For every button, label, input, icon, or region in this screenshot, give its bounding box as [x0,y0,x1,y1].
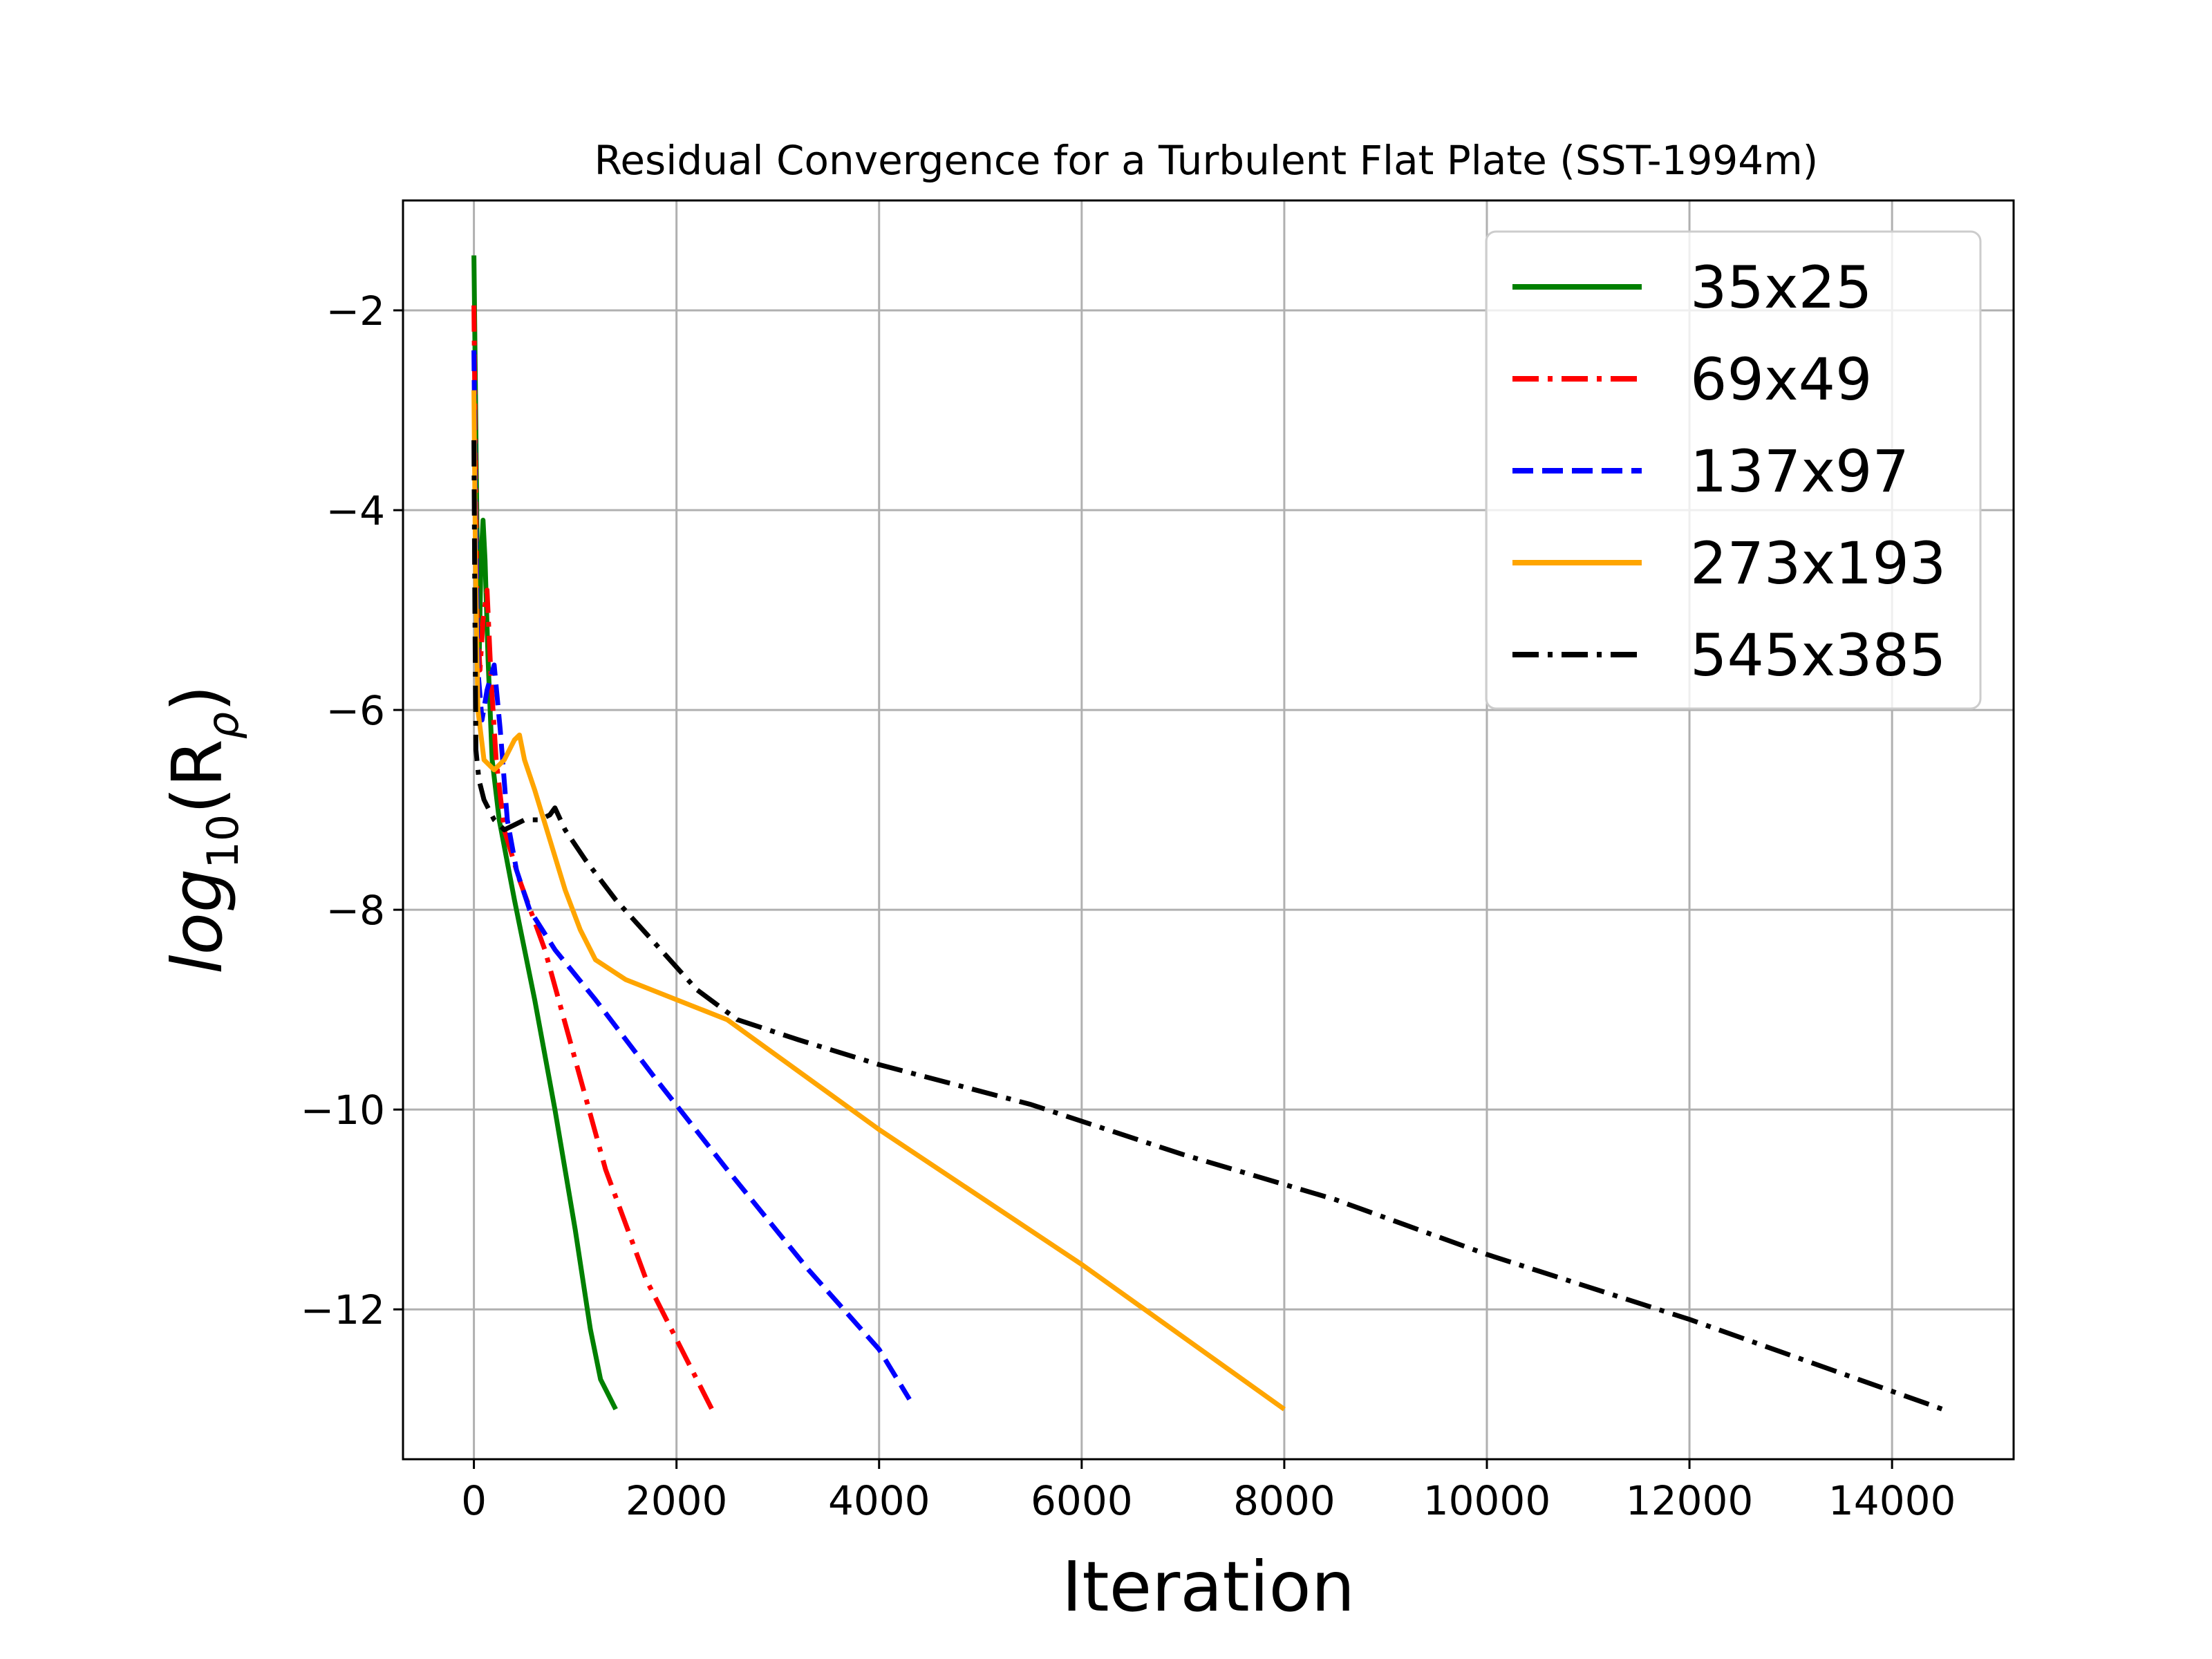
legend-label-545x385: 545x385 [1690,621,1946,689]
chart-title: Residual Convergence for a Turbulent Fla… [594,137,1819,184]
legend-label-273x193: 273x193 [1690,529,1946,597]
x-tick-label: 4000 [828,1477,930,1524]
y-tick-label: −8 [326,887,386,934]
series-line-137x97 [471,350,912,1401]
x-tick-label: 0 [461,1477,487,1524]
x-tick-label: 10000 [1423,1477,1551,1524]
series-line-69x49 [471,305,715,1411]
y-label-sub2: ρ [198,712,248,739]
legend: 35x25 69x49 137x97 273x193 545x385 [1485,230,1982,710]
tick-layer: 0 2000 4000 6000 8000 10000 12000 14000 −12 −10 −8… [301,288,1956,1524]
plot-frame [402,199,2015,1461]
legend-label-137x97: 137x97 [1690,438,1909,505]
legend-label-69x49: 69x49 [1690,346,1872,413]
x-tick-label: 12000 [1626,1477,1754,1524]
y-tick-label: −12 [301,1286,385,1333]
y-tick-label: −10 [301,1087,385,1134]
y-label-end: ) [157,685,238,712]
y-tick-label: −4 [326,487,386,534]
series-line-273x193 [471,390,1286,1412]
plot-data-layer [471,255,1944,1412]
y-label-sub1: 10 [198,814,248,869]
y-label-base: log [157,869,238,974]
y-label-mid: (R [157,739,238,814]
legend-label-35x25: 35x25 [1690,254,1872,321]
y-tick-label: −2 [326,288,386,335]
legend-box [1485,230,1982,710]
series-line-545x385 [471,440,1944,1412]
x-tick-label: 2000 [626,1477,728,1524]
y-tick-label: −6 [326,687,386,734]
x-axis-label: Iteration [1062,1546,1355,1627]
x-tick-label: 6000 [1031,1477,1133,1524]
x-tick-label: 14000 [1828,1477,1956,1524]
x-tick-label: 8000 [1233,1477,1335,1524]
y-axis-label: log10(Rρ) [157,685,248,974]
